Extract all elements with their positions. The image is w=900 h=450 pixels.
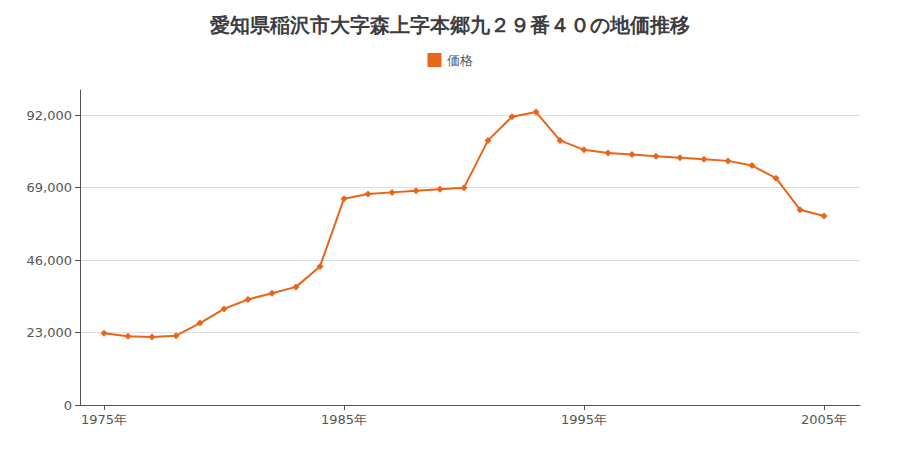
svg-text:23,000: 23,000 [27, 325, 73, 340]
svg-text:価格: 価格 [447, 53, 473, 68]
svg-text:1985年: 1985年 [321, 412, 367, 427]
svg-text:1995年: 1995年 [561, 412, 607, 427]
svg-text:69,000: 69,000 [27, 180, 73, 195]
svg-text:92,000: 92,000 [27, 108, 73, 123]
svg-text:1975年: 1975年 [81, 412, 127, 427]
svg-text:愛知県稲沢市大字森上字本郷九２９番４０の地価推移: 愛知県稲沢市大字森上字本郷九２９番４０の地価推移 [210, 13, 690, 37]
svg-text:2005年: 2005年 [801, 412, 847, 427]
svg-text:0: 0 [64, 398, 72, 413]
svg-text:46,000: 46,000 [27, 253, 73, 268]
